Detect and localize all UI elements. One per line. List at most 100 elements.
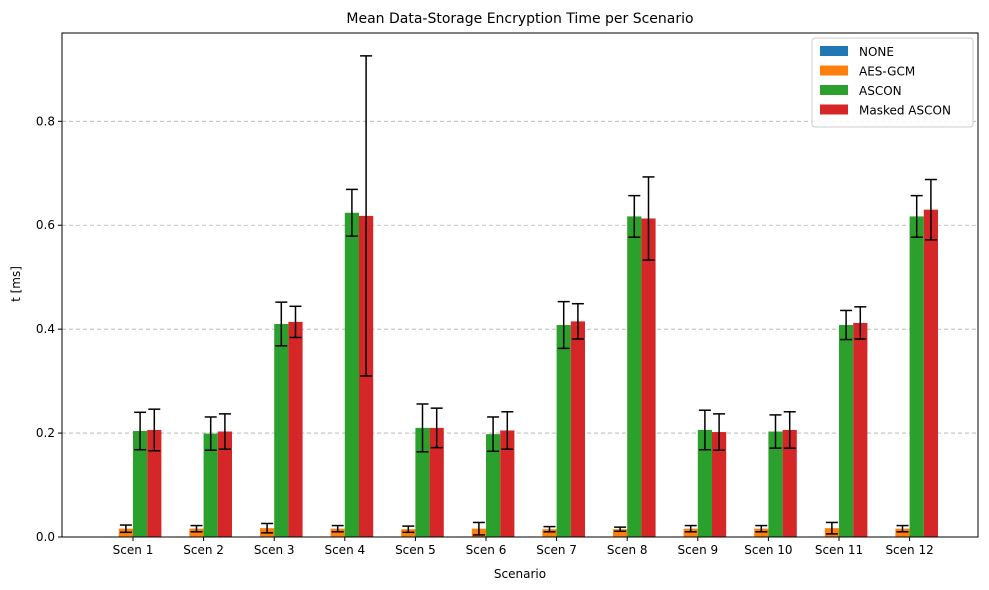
error-bar xyxy=(134,411,147,451)
bar xyxy=(712,432,727,537)
y-tick-label: 0.4 xyxy=(36,322,55,336)
error-bar xyxy=(840,309,853,341)
error-bar xyxy=(854,306,867,340)
bar xyxy=(147,429,162,537)
error-bar xyxy=(360,55,373,377)
x-tick-label: Scen 5 xyxy=(395,543,436,557)
legend-swatch xyxy=(820,104,848,115)
bar xyxy=(401,529,416,537)
error-bar xyxy=(557,300,570,350)
bar xyxy=(754,528,769,537)
x-tick-label: Scen 4 xyxy=(324,543,365,557)
error-bar xyxy=(190,524,203,533)
bar xyxy=(641,218,656,537)
error-bar xyxy=(501,411,514,450)
x-tick-label: Scen 11 xyxy=(815,543,863,557)
bar xyxy=(570,321,585,537)
error-bar xyxy=(698,409,711,451)
bar xyxy=(768,431,783,537)
bar xyxy=(895,528,910,537)
error-bar xyxy=(628,194,641,238)
legend-item: Masked ASCON xyxy=(820,104,951,118)
bar xyxy=(415,427,430,537)
bar xyxy=(839,325,854,537)
error-bar xyxy=(331,524,344,533)
bar xyxy=(288,321,303,537)
legend-label: Masked ASCON xyxy=(859,104,951,118)
bar xyxy=(330,528,345,537)
legend-label: NONE xyxy=(859,45,894,59)
legend-label: ASCON xyxy=(859,84,902,98)
error-bar xyxy=(487,416,500,453)
legend-item: NONE xyxy=(820,45,894,59)
bars xyxy=(104,209,938,538)
error-bar xyxy=(416,403,429,453)
x-tick-label: Scen 12 xyxy=(885,543,933,557)
legend-item: AES-GCM xyxy=(820,65,915,79)
error-bar xyxy=(543,525,556,533)
legend-swatch xyxy=(820,46,848,56)
y-axis-ticks: 0.0 0.2 0.4 0.6 0.8 xyxy=(36,114,62,544)
error-bar xyxy=(684,524,697,533)
x-tick-label: Scen 8 xyxy=(607,543,648,557)
legend: NONE AES-GCM ASCON Masked ASCON xyxy=(811,37,974,128)
bar xyxy=(853,322,868,537)
y-tick-label: 0.0 xyxy=(36,530,55,544)
error-bar xyxy=(218,413,231,450)
x-axis-ticks: Scen 1 Scen 2 Scen 3 Scen 4 Scen 5 Scen 6 Scen… xyxy=(113,537,934,557)
y-axis-label: t [ms] xyxy=(9,266,23,302)
bar xyxy=(556,325,571,537)
x-tick-label: Scen 7 xyxy=(536,543,577,557)
error-bar xyxy=(204,416,217,451)
y-tick-label: 0.6 xyxy=(36,218,55,232)
error-bar xyxy=(896,524,909,533)
x-tick-label: Scen 6 xyxy=(466,543,507,557)
x-tick-label: Scen 9 xyxy=(677,543,718,557)
legend-item: ASCON xyxy=(820,84,902,98)
legend-label: AES-GCM xyxy=(859,65,915,79)
plot-frame xyxy=(61,32,979,538)
error-bar xyxy=(642,176,655,261)
bar xyxy=(344,212,359,537)
error-bar xyxy=(119,524,132,534)
bar xyxy=(627,216,642,537)
bar xyxy=(500,430,515,537)
legend-swatch xyxy=(820,65,848,76)
error-bar xyxy=(430,407,443,449)
bar xyxy=(274,323,289,537)
error-bar xyxy=(924,178,937,241)
bar xyxy=(203,433,218,537)
bar xyxy=(542,529,557,537)
legend-swatch xyxy=(820,85,848,95)
error-bar xyxy=(571,302,584,340)
bar xyxy=(683,528,698,537)
bar xyxy=(133,431,148,537)
error-bar xyxy=(345,188,358,237)
error-bar xyxy=(289,305,302,339)
error-bar xyxy=(910,194,923,238)
x-tick-label: Scen 10 xyxy=(744,543,792,557)
bar xyxy=(429,427,444,537)
error-bar xyxy=(713,413,726,451)
bar xyxy=(613,529,628,537)
x-axis-label: Scenario xyxy=(494,567,546,581)
error-bar xyxy=(755,524,768,533)
error-bar xyxy=(148,408,161,452)
bar xyxy=(782,429,797,537)
error-bars xyxy=(119,55,937,536)
error-bar xyxy=(402,525,415,534)
legend-box xyxy=(811,37,974,128)
error-bar xyxy=(783,411,796,449)
error-bar xyxy=(614,526,627,533)
x-tick-label: Scen 2 xyxy=(183,543,224,557)
x-tick-label: Scen 1 xyxy=(113,543,154,557)
bar xyxy=(909,216,924,537)
chart-title: Mean Data-Storage Encryption Time per Sc… xyxy=(346,11,693,27)
error-bar xyxy=(261,522,274,534)
bar xyxy=(697,429,712,537)
bar xyxy=(217,431,232,537)
y-tick-label: 0.2 xyxy=(36,426,55,440)
bar xyxy=(486,434,501,537)
error-bar xyxy=(275,301,288,347)
